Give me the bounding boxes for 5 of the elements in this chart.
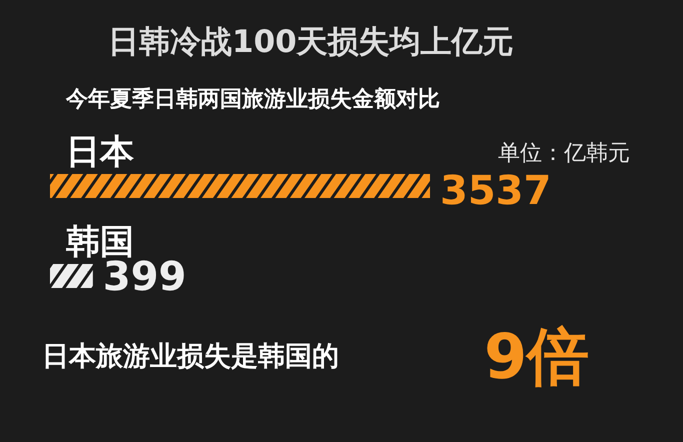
title: 日韩冷战100天损失均上亿元 xyxy=(108,24,514,60)
annotation: 日本旅游业损失是韩国的 xyxy=(42,341,339,372)
annotation: 9倍 xyxy=(484,320,590,393)
annotation: 单位：亿韩元 xyxy=(498,141,630,166)
subtitle: 今年夏季日韩两国旅游业损失金额对比 xyxy=(66,87,440,112)
